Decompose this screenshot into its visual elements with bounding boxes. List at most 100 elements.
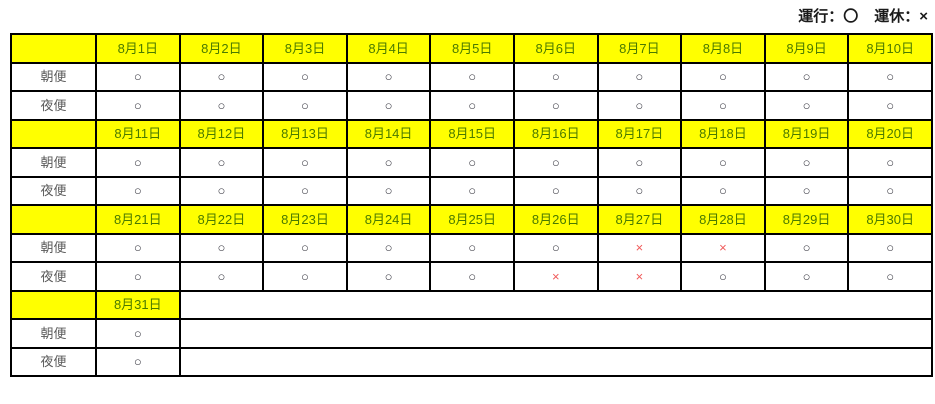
legend: 運行：〇 運休：×	[798, 5, 928, 26]
filler-cell	[178, 289, 934, 320]
operating-mark-cell: ○	[680, 261, 766, 292]
date-header-row: 8月31日	[10, 289, 934, 320]
operating-mark-cell: ○	[429, 175, 515, 206]
date-cell: 8月24日	[345, 204, 432, 235]
operating-mark-cell: ○	[95, 175, 181, 206]
service-row-evening: 夜便 ○ ○ ○ ○ ○ × × ○ ○ ○	[10, 261, 933, 292]
date-cell: 8月15日	[429, 118, 515, 149]
operating-mark-cell: ○	[512, 90, 599, 121]
operating-mark-cell: ○	[596, 61, 683, 92]
service-row-morning: 朝便 ○ ○ ○ ○ ○ ○ × × ○ ○	[10, 232, 933, 263]
operating-mark-cell: ○	[429, 147, 515, 178]
suspended-mark-cell: ×	[596, 232, 683, 263]
date-cell: 8月14日	[345, 118, 432, 149]
service-row-evening: 夜便 ○ ○ ○ ○ ○ ○ ○ ○ ○ ○	[10, 175, 933, 206]
date-cell: 8月12日	[178, 118, 265, 149]
date-cell: 8月10日	[847, 33, 933, 64]
legend-suspended: 運休：×	[874, 8, 928, 25]
operating-mark-cell: ○	[178, 232, 265, 263]
operating-mark-cell: ○	[345, 147, 432, 178]
date-cell: 8月19日	[763, 118, 850, 149]
operating-mark-cell: ○	[763, 61, 850, 92]
date-cell: 8月25日	[429, 204, 515, 235]
operating-mark-cell: ○	[847, 261, 933, 292]
operating-mark-cell: ○	[512, 61, 599, 92]
operating-mark-cell: ○	[178, 175, 265, 206]
operating-mark-cell: ○	[262, 147, 348, 178]
operating-mark-cell: ○	[429, 261, 515, 292]
operating-mark-cell: ○	[345, 261, 432, 292]
date-cell: 8月22日	[178, 204, 265, 235]
operating-mark-cell: ○	[95, 232, 181, 263]
row-label: 夜便	[10, 175, 97, 206]
operating-mark-cell: ○	[680, 147, 766, 178]
operating-mark-cell: ○	[262, 261, 348, 292]
operating-mark-cell: ○	[763, 232, 850, 263]
corner-cell	[10, 33, 97, 64]
operating-mark-cell: ○	[95, 318, 181, 349]
operating-mark-cell: ○	[345, 61, 432, 92]
operating-mark-cell: ○	[262, 232, 348, 263]
suspended-mark-cell: ×	[512, 261, 599, 292]
row-label: 朝便	[10, 318, 97, 349]
operating-mark-cell: ○	[178, 61, 265, 92]
date-header-row: 8月21日 8月22日 8月23日 8月24日 8月25日 8月26日 8月27日 8月28日…	[10, 204, 933, 235]
date-header-row: 8月11日 8月12日 8月13日 8月14日 8月15日 8月16日 8月17日 8月18日…	[10, 118, 933, 149]
date-cell: 8月30日	[847, 204, 933, 235]
schedule-table-body: 8月1日 8月2日 8月3日 8月4日 8月5日 8月6日 8月7日 8月8日 8月9日 8月10…	[10, 33, 934, 377]
operating-mark-cell: ○	[680, 61, 766, 92]
operating-mark-cell: ○	[345, 232, 432, 263]
date-cell: 8月7日	[596, 33, 683, 64]
operating-mark-cell: ○	[763, 147, 850, 178]
operating-mark-cell: ○	[847, 147, 933, 178]
corner-cell	[10, 204, 97, 235]
date-cell: 8月8日	[680, 33, 766, 64]
operating-mark-cell: ○	[262, 175, 348, 206]
operating-mark-cell: ○	[178, 147, 265, 178]
date-cell: 8月23日	[262, 204, 348, 235]
operating-mark-cell: ○	[178, 90, 265, 121]
date-cell: 8月16日	[512, 118, 599, 149]
date-cell: 8月6日	[512, 33, 599, 64]
operating-mark-cell: ○	[429, 232, 515, 263]
operating-mark-cell: ○	[763, 90, 850, 121]
date-header-row: 8月1日 8月2日 8月3日 8月4日 8月5日 8月6日 8月7日 8月8日 8月9日 8月10…	[10, 33, 933, 64]
date-cell: 8月18日	[680, 118, 766, 149]
corner-cell	[10, 289, 97, 320]
operating-mark-cell: ○	[95, 90, 181, 121]
operating-mark-cell: ○	[345, 175, 432, 206]
operating-mark-cell: ○	[95, 261, 181, 292]
service-row-evening: 夜便 ○ ○ ○ ○ ○ ○ ○ ○ ○ ○	[10, 90, 933, 121]
operating-mark-cell: ○	[262, 61, 348, 92]
date-cell: 8月21日	[95, 204, 181, 235]
suspended-mark-cell: ×	[680, 232, 766, 263]
date-cell: 8月13日	[262, 118, 348, 149]
date-cell: 8月9日	[763, 33, 850, 64]
date-cell: 8月26日	[512, 204, 599, 235]
date-cell: 8月5日	[429, 33, 515, 64]
schedule-table: 8月1日 8月2日 8月3日 8月4日 8月5日 8月6日 8月7日 8月8日 8月9日 8月10…	[10, 33, 934, 377]
operating-mark-cell: ○	[345, 90, 432, 121]
date-cell: 8月1日	[95, 33, 181, 64]
operating-mark-cell: ○	[95, 346, 181, 377]
row-label: 夜便	[10, 90, 97, 121]
service-row-evening: 夜便 ○	[10, 346, 934, 377]
operating-mark-cell: ○	[95, 61, 181, 92]
filler-cell	[178, 318, 934, 349]
operating-mark-cell: ○	[680, 175, 766, 206]
date-cell: 8月28日	[680, 204, 766, 235]
operating-mark-cell: ○	[512, 175, 599, 206]
suspended-mark-cell: ×	[596, 261, 683, 292]
operating-mark-cell: ○	[847, 61, 933, 92]
operating-mark-cell: ○	[95, 147, 181, 178]
corner-cell	[10, 118, 97, 149]
filler-cell	[178, 346, 934, 377]
service-row-morning: 朝便 ○ ○ ○ ○ ○ ○ ○ ○ ○ ○	[10, 147, 933, 178]
operating-mark-cell: ○	[512, 147, 599, 178]
row-label: 夜便	[10, 346, 97, 377]
operating-mark-cell: ○	[847, 90, 933, 121]
row-label: 朝便	[10, 61, 97, 92]
operating-mark-cell: ○	[429, 61, 515, 92]
date-cell: 8月17日	[596, 118, 683, 149]
